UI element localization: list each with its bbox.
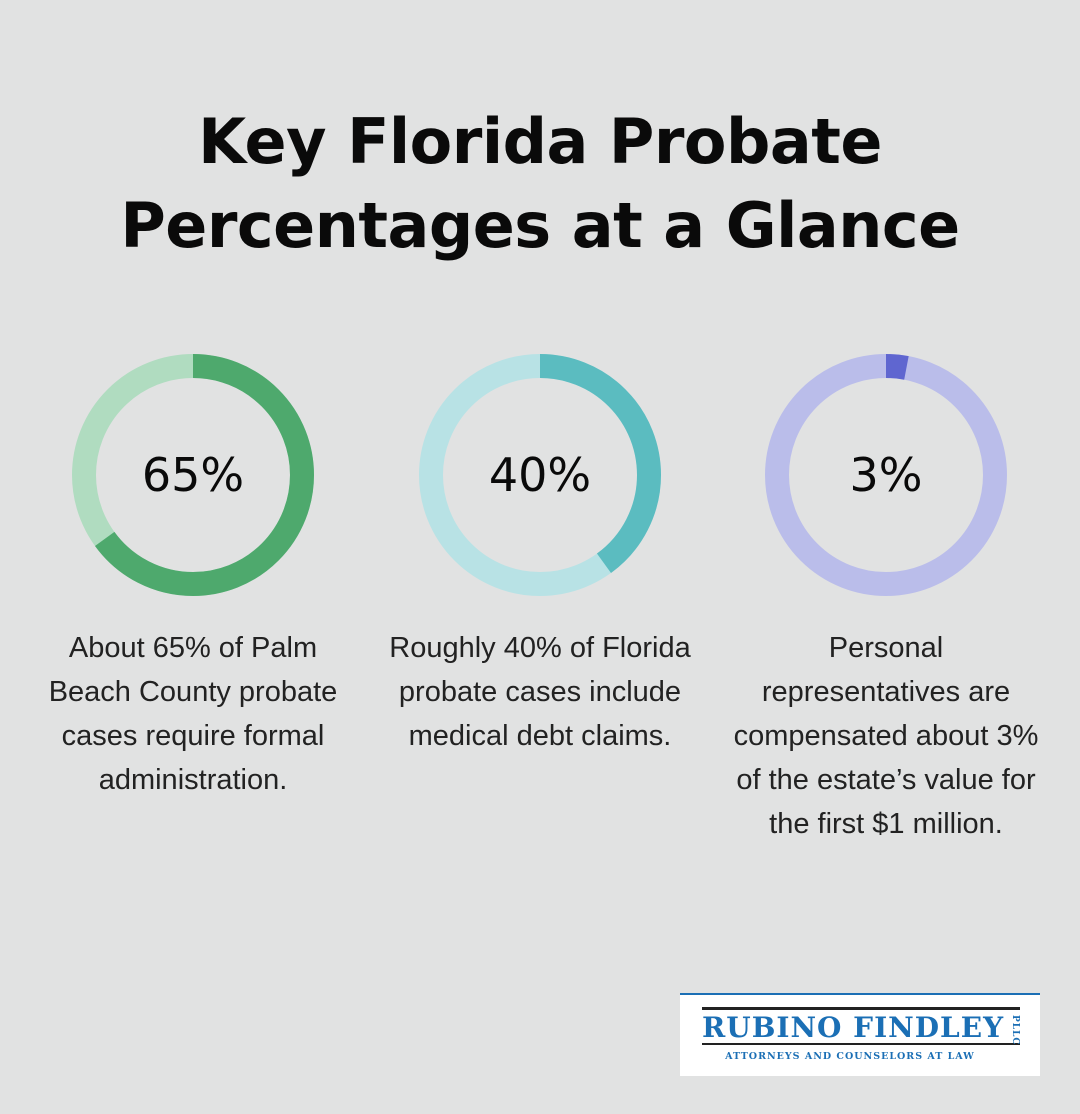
stat-value: 65% [141,448,245,502]
stat-description: About 65% of Palm Beach County probate c… [48,632,338,796]
stat-description: Personal representatives are compensated… [733,632,1039,840]
firm-logo: RUBINO FINDLEY PLLC ATTORNEYS AND COUNSE… [680,993,1040,1076]
logo-suffix: PLLC [1010,1015,1020,1046]
logo-name: RUBINO FINDLEY [702,1011,1005,1044]
donut-ring [72,354,314,596]
logo-tagline: ATTORNEYS AND COUNSELORS AT LAW [725,1051,975,1062]
donut-chart-3: 3% [765,354,1007,596]
donut-chart-40: 40% [419,354,661,596]
donut-ring [765,354,1007,596]
donut-ring [419,354,661,596]
logo-rule-top [702,1007,1020,1010]
donut-chart-65: 65% [72,354,314,596]
stat-description: Roughly 40% of Florida probate cases inc… [389,632,691,752]
stat-value: 3% [849,448,923,502]
title-line-2: Percentages at a Glance [120,189,960,262]
logo-rule-bottom [702,1043,1020,1045]
stat-value: 40% [488,448,592,502]
title-line-1: Key Florida Probate [198,105,882,178]
page-title: Key Florida Probate Percentages at a Gla… [0,100,1080,268]
